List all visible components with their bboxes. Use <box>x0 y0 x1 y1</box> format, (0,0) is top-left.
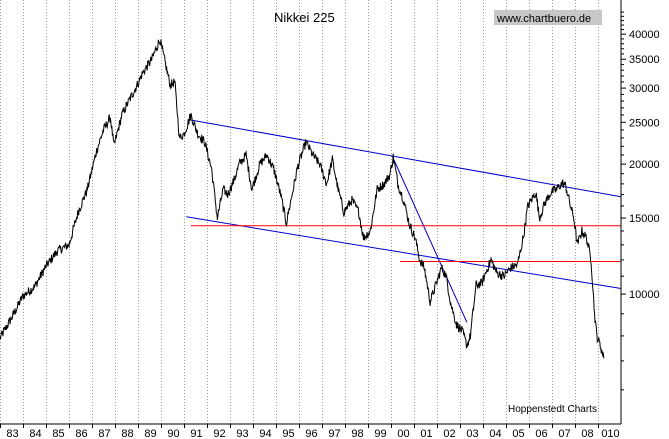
price-line <box>0 39 605 359</box>
y-tick-label: 30000 <box>629 83 660 95</box>
y-tick-label: 35000 <box>629 54 660 66</box>
x-tick-label: 93 <box>236 428 248 439</box>
trendline <box>391 155 468 323</box>
trendline <box>190 119 622 198</box>
x-tick-label: 85 <box>52 428 64 439</box>
x-tick-label: 05 <box>512 428 524 439</box>
x-tick-label: 06 <box>535 428 547 439</box>
x-tick-label: 08 <box>581 428 593 439</box>
x-tick-label: 90 <box>167 428 179 439</box>
x-tick-label: 88 <box>121 428 133 439</box>
x-tick-label: 02 <box>443 428 455 439</box>
x-tick-label: 01 <box>420 428 432 439</box>
x-tick-label: 92 <box>213 428 225 439</box>
chart-title: Nikkei 225 <box>274 10 335 25</box>
x-tick-label: 83 <box>6 428 18 439</box>
x-tick-label: 07 <box>558 428 570 439</box>
x-tick-label: 94 <box>259 428 271 439</box>
x-tick-label: 84 <box>29 428 41 439</box>
x-tick-label: 99 <box>374 428 386 439</box>
watermark-background <box>494 10 602 25</box>
y-tick-label: 20000 <box>629 159 660 171</box>
x-tick-label: 03 <box>466 428 478 439</box>
trendline <box>186 216 622 290</box>
x-tick-label: 98 <box>351 428 363 439</box>
y-tick-label: 40000 <box>629 29 660 41</box>
x-tick-label: 96 <box>305 428 317 439</box>
watermark-text: www.chartbuero.de <box>496 13 591 25</box>
y-axis-ticks: 10000 15000 20000 25000 30000 35000 40000 <box>621 11 660 391</box>
x-axis-ticks: 83 84 85 86 87 88 89 90 91 92 93 94 95 96 97 98 99 00 01 02… <box>0 424 620 439</box>
x-tick-label: 87 <box>98 428 110 439</box>
x-tick-label: 91 <box>190 428 202 439</box>
x-tick-label: 04 <box>489 428 501 439</box>
x-tick-label: 89 <box>144 428 156 439</box>
trendlines <box>186 119 622 323</box>
x-tick-label: 010 <box>601 428 619 439</box>
x-tick-label: 00 <box>397 428 409 439</box>
price-series <box>0 39 605 359</box>
plot-background <box>0 0 621 424</box>
y-tick-label: 15000 <box>629 213 660 225</box>
x-tick-label: 95 <box>282 428 294 439</box>
credit-text: Hoppenstedt Charts <box>508 404 597 415</box>
y-tick-label: 10000 <box>629 289 660 301</box>
x-tick-label: 86 <box>75 428 87 439</box>
x-tick-label: 97 <box>328 428 340 439</box>
y-tick-label: 25000 <box>629 117 660 129</box>
